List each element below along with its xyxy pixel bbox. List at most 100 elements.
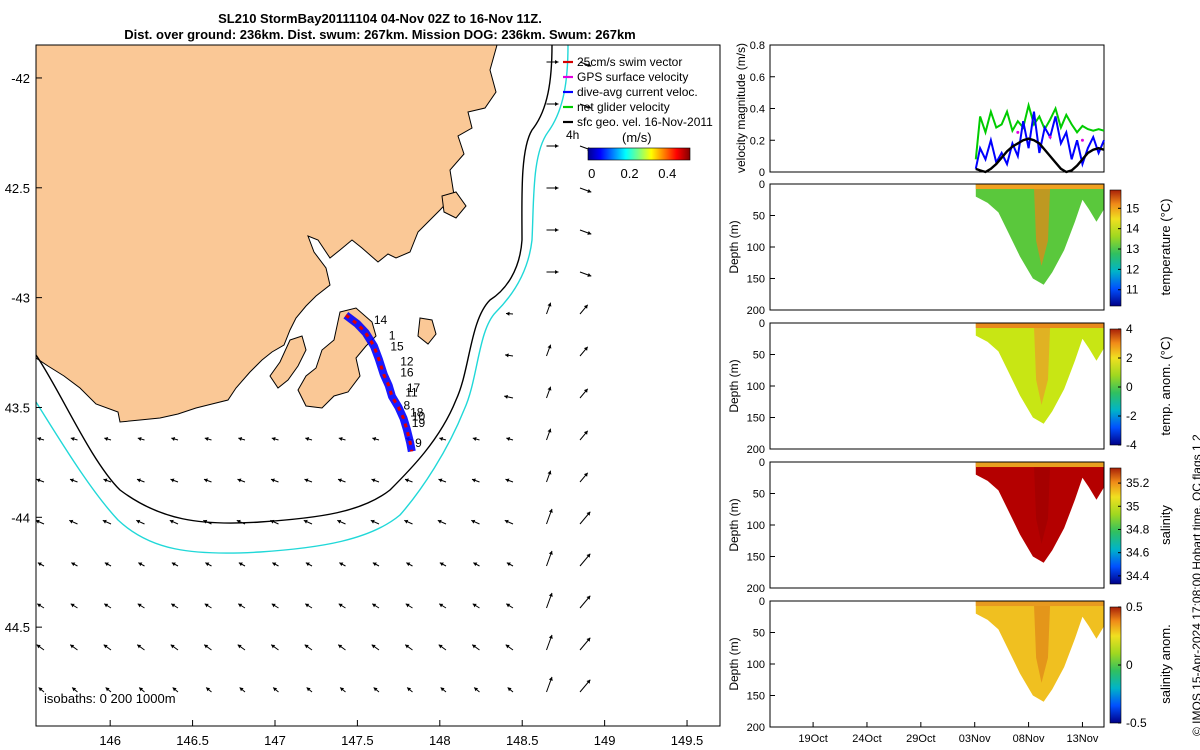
section-colorbar-tick-label: 2	[1126, 351, 1133, 365]
map-colorbar-ticks: 0 0.2 0.4	[588, 166, 676, 181]
velocity-panel: 0 0.2 0.4 0.6 0.8 velocity magnitude (m/s)	[734, 40, 1105, 179]
vector-arrow-head	[438, 478, 443, 483]
map-y-tick-label: -44	[11, 510, 30, 525]
vector-arrow-head	[439, 437, 444, 441]
velocity-y-tick-label: 0.2	[750, 135, 765, 147]
vector-arrow-head	[273, 687, 278, 692]
vector-arrow-head	[340, 687, 345, 692]
vector-arrow-head	[587, 104, 592, 109]
vector-arrow-head	[506, 562, 511, 567]
map-y-tick-label: 42.5	[5, 181, 30, 196]
map-colorbar-label: (m/s)	[622, 130, 652, 145]
section-y-tick-label: 50	[753, 211, 765, 223]
vector-arrow-head	[339, 562, 344, 567]
section-y-label: Depth (m)	[727, 220, 741, 273]
map-colorbar-tick-label: 0.4	[658, 166, 676, 181]
vector-arrow-head	[472, 644, 477, 649]
section-colorbar-label: temperature (°C)	[1158, 199, 1173, 296]
vector-arrow-head	[583, 304, 588, 309]
vector-arrow-head	[104, 603, 109, 608]
legend-entry-label: net glider velocity	[577, 100, 670, 114]
time-axis-tick-label: 24Oct	[852, 733, 881, 745]
vector-arrow-head	[586, 679, 591, 684]
vector-arrow-head	[405, 603, 410, 608]
vector-arrow-head	[505, 478, 510, 483]
time-axis-tick-label: 29Oct	[906, 733, 935, 745]
section-core	[1033, 604, 1051, 683]
vector-arrow-head	[103, 478, 108, 483]
section-colorbar-tick-label: 34.4	[1126, 569, 1150, 583]
figure-title-line-1: SL210 StormBay20111104 04-Nov 02Z to 16-…	[218, 11, 542, 26]
section-colorbar-tick-label: -4	[1126, 438, 1137, 452]
vector-arrow-head	[555, 101, 559, 107]
vector-arrow-head	[504, 394, 508, 399]
section-surface-layer	[975, 184, 1104, 190]
track-day-label: 19	[412, 416, 426, 430]
vector-arrow-head	[36, 519, 40, 524]
velocity-y-ticks: 0 0.2 0.4 0.6 0.8	[750, 40, 775, 179]
map-x-tick-label: 149.5	[671, 733, 704, 748]
track-day-label: 12	[400, 355, 414, 369]
velocity-series-line	[975, 137, 1105, 174]
section-colorbar-tick-label: -2	[1126, 409, 1137, 423]
vector-arrow-head	[371, 478, 376, 483]
section-y-tick-label: 150	[747, 552, 765, 564]
vector-arrow-head	[547, 344, 552, 349]
vector-arrow-head	[586, 595, 591, 600]
vector-arrow-head	[337, 519, 342, 524]
vector-arrow-head	[555, 185, 559, 191]
track-day-label: 17	[407, 381, 421, 395]
section-colorbar-tick-label: 13	[1126, 242, 1140, 256]
vector-arrow-head	[203, 519, 208, 524]
vector-arrow-head	[137, 603, 142, 608]
track-day-label: 11	[405, 385, 418, 399]
vector-arrow-head	[406, 562, 411, 567]
vector-arrow-head	[271, 644, 276, 649]
vector-arrow-head	[583, 346, 588, 351]
glider-track	[343, 312, 416, 453]
vector-arrow-head	[170, 644, 175, 649]
legend-entry-label: GPS surface velocity	[577, 70, 688, 84]
map-y-tick-label: -43	[11, 291, 30, 306]
vector-arrow-head	[505, 644, 510, 649]
track-day-label: 14	[374, 313, 388, 327]
section-y-tick-label: 200	[747, 444, 765, 456]
vector-arrow-head	[555, 269, 559, 275]
velocity-y-tick-label: 0.8	[750, 40, 765, 52]
vector-arrow-head	[370, 519, 375, 524]
section-y-tick-label: 100	[747, 242, 765, 254]
geostrophic-vector-field	[36, 59, 592, 693]
vector-arrow-head	[372, 603, 377, 608]
section-y-tick-label: 150	[747, 274, 765, 286]
figure-title-line-2: Dist. over ground: 236km. Dist. swum: 26…	[124, 27, 636, 42]
section-colorbar-tick-label: 4	[1126, 322, 1133, 336]
vector-arrow-head	[471, 519, 476, 524]
vector-arrow-head	[547, 428, 552, 433]
section-y-tick-label: 0	[759, 318, 765, 330]
vector-arrow-head	[36, 478, 41, 483]
section-colorbar-tick-label: 34.8	[1126, 522, 1150, 536]
vector-arrow-head	[306, 687, 311, 692]
velocity-series	[974, 101, 1105, 174]
maria-island-land	[417, 317, 437, 345]
vector-arrow-head	[172, 687, 177, 692]
vector-arrow-head	[404, 519, 409, 524]
map-x-tick-label: 148	[429, 733, 451, 748]
vector-arrow-head	[270, 478, 275, 483]
vector-arrow-head	[548, 550, 553, 555]
vector-arrow-head	[405, 644, 410, 649]
vector-arrow-head	[338, 603, 343, 608]
map-x-tick-label: 146.5	[176, 733, 209, 748]
map-y-tick-label: -42	[11, 71, 30, 86]
vector-arrow-head	[471, 478, 476, 483]
section-colorbar-tick-label: 0	[1126, 380, 1133, 394]
vector-arrow-head	[105, 687, 110, 692]
section-panel-3: 0 50 100 150 200 Depth (m) 34.4 34.6 34.8 35 35.2 s…	[727, 457, 1173, 595]
vector-arrow-head	[586, 637, 591, 642]
map-x-tick-label: 147	[264, 733, 286, 748]
section-colorbar-label: salinity anom.	[1158, 624, 1173, 703]
section-colorbar-label: salinity	[1158, 505, 1173, 545]
section-colorbar-tick-label: 34.6	[1126, 546, 1150, 560]
velocity-y-tick-label: 0.4	[750, 104, 765, 116]
